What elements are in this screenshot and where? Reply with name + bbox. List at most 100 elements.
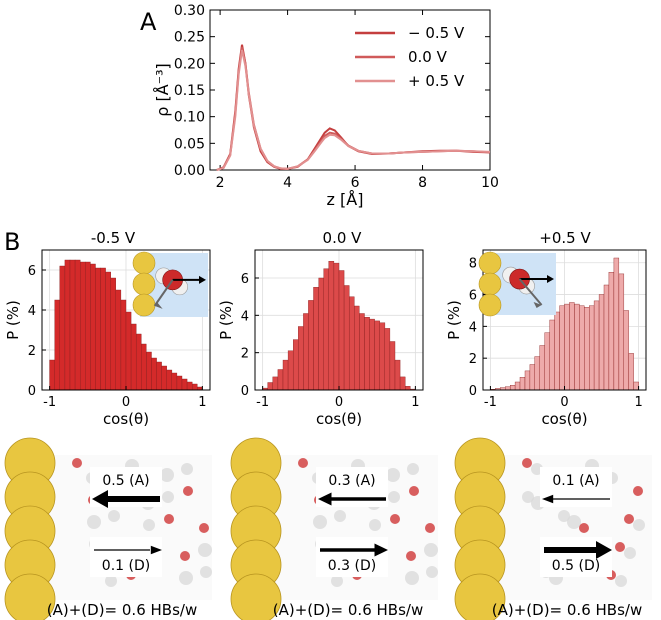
histogram-bar [130, 323, 137, 391]
y-tick-label: 4 [469, 320, 477, 335]
arrow-head [533, 302, 542, 309]
panel-a-x-label: z [Å] [327, 190, 364, 209]
water-atom [615, 575, 627, 587]
x-tick-label: 0 [560, 395, 568, 410]
water-atom [162, 491, 174, 503]
histogram-title: +0.5 V [539, 229, 591, 247]
histogram-bar [628, 353, 634, 391]
histogram-bar [544, 332, 550, 391]
water-atom [426, 566, 438, 578]
histogram-bar [181, 378, 188, 391]
histogram-bar [191, 383, 198, 391]
water-atom [200, 566, 212, 578]
histogram-bar [524, 370, 531, 391]
water-atom [633, 486, 643, 496]
histogram-bar [151, 357, 157, 391]
histogram-bar [589, 305, 595, 391]
panel-a-y-label: ρ [Å⁻³] [153, 63, 172, 117]
donor-label: 0.3 (D) [328, 558, 376, 574]
water-atom [424, 543, 438, 557]
arrow-head [150, 545, 162, 555]
acceptor-label: 0.1 (A) [552, 473, 599, 489]
histogram-bar [613, 257, 620, 391]
panel-c-snapshot-plus: 0.1 (A) 0.5 (D) (A)+(D)= 0.6 HBs/w [454, 437, 652, 620]
histogram-bar [399, 376, 406, 391]
water-atom [522, 491, 534, 503]
gold-atom [132, 293, 156, 317]
panel-b-hist-minus: 0 2 4 6 -1 0 1 -0.5 V cos(θ) P (%) [4, 229, 211, 428]
panel-b-hist-zero: 0 2 4 6 -1 0 1 0.0 V cos(θ) P (%) [217, 229, 424, 428]
y-axis-label: P (%) [217, 300, 235, 340]
histogram-bar [186, 381, 193, 391]
y-tick-label: 2 [28, 344, 36, 359]
acceptor-label: 0.3 (A) [328, 473, 375, 489]
y-tick-label: 0 [241, 384, 249, 399]
histogram-bar [100, 267, 106, 391]
acceptor-label: 0.5 (A) [102, 473, 149, 489]
panel-a-density-plot: 0.00 0.05 0.10 0.15 0.20 0.25 0.30 2 4 6 8 10 − 0.… [153, 3, 499, 209]
y-tick-label: 0 [469, 384, 477, 399]
water-atom [624, 547, 636, 559]
histogram-bar [308, 300, 314, 391]
y-tick-label: 0.20 [174, 56, 205, 72]
y-tick-label: 4 [241, 309, 249, 324]
histogram-bar [510, 385, 516, 391]
water-atom [388, 491, 400, 503]
panel-c-snapshot-minus: 0.5 (A) 0.1 (D) (A)+(D)= 0.6 HBs/w [4, 437, 212, 620]
histogram-bar [69, 259, 76, 391]
water-atom [406, 551, 416, 561]
x-tick-label: 0 [335, 395, 343, 410]
histogram-bar [74, 259, 81, 391]
gold-atom [454, 573, 506, 620]
y-tick-label: 4 [28, 304, 36, 319]
water-atom [579, 523, 589, 533]
arrow-head [542, 494, 554, 504]
donor-label: 0.5 (D) [552, 558, 600, 574]
water-atom [386, 468, 400, 482]
histogram-bar [303, 313, 309, 391]
histogram-bar [59, 265, 66, 391]
histogram-bar [618, 273, 625, 391]
histogram-bar [115, 289, 122, 391]
histogram-bar [64, 259, 71, 391]
panel-label-a: A [140, 8, 157, 36]
arrow-head [318, 492, 332, 506]
water-atom [405, 571, 419, 585]
y-tick-label: 0.25 [174, 30, 205, 46]
y-tick-label: 0.15 [174, 83, 205, 99]
histogram-bar [49, 359, 55, 391]
histogram-bar [559, 305, 565, 391]
histogram-bar [277, 369, 284, 391]
legend-label: − 0.5 V [408, 24, 465, 42]
panel-label-b: B [4, 228, 20, 256]
histogram-bar [529, 364, 536, 391]
series-line [216, 49, 491, 171]
histogram-bar [90, 263, 96, 391]
histogram-bar [267, 382, 273, 391]
histogram-bar [166, 369, 173, 391]
hb-total-caption: (A)+(D)= 0.6 HBs/w [273, 601, 423, 619]
panel-c-snapshot-zero: 0.3 (A) 0.3 (D) (A)+(D)= 0.6 HBs/w [230, 437, 438, 620]
water-atom [87, 515, 101, 529]
histogram-bar [156, 361, 162, 391]
hb-total-caption: (A)+(D)= 0.6 HBs/w [47, 601, 197, 619]
gold-atom [478, 251, 502, 275]
histogram-bar [287, 350, 294, 391]
gold-atom [230, 573, 282, 620]
histogram-bar [374, 320, 380, 391]
water-atom [160, 468, 174, 482]
y-tick-label: 2 [469, 352, 477, 367]
histogram-bar [633, 381, 639, 391]
donor-box [90, 537, 162, 577]
dipole-arrow [153, 279, 174, 307]
water-atom [105, 575, 117, 587]
gold-atom [478, 272, 502, 296]
water-atom [164, 514, 174, 524]
arrow-head [596, 541, 612, 559]
histogram-bar [539, 345, 545, 391]
histogram-bar [282, 359, 289, 391]
histogram-bar [95, 267, 101, 391]
histogram-bar [333, 262, 340, 391]
y-axis-label: P (%) [445, 300, 463, 340]
